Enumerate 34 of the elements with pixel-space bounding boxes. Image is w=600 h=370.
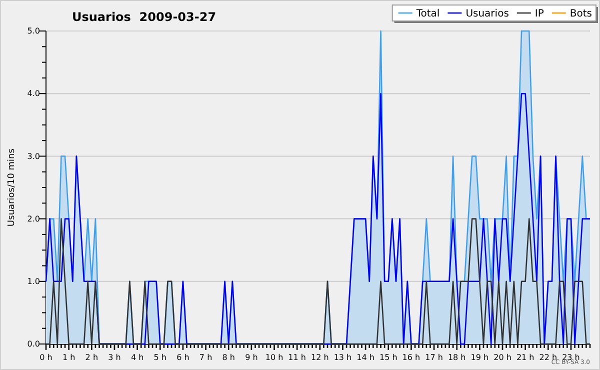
y-axis-title: Usuarios/10 mins (7, 148, 17, 226)
y-tick-label: 5.0 (27, 26, 40, 36)
x-tick-label: 3 h (108, 353, 121, 362)
x-tick-label: 19 h (470, 353, 489, 362)
chart-title: Usuarios 2009-03-27 (72, 10, 216, 24)
x-tick-label: 7 h (199, 353, 212, 362)
y-tick-label: 3.0 (27, 152, 40, 161)
x-tick-label: 6 h (176, 353, 190, 362)
x-tick-label: 13 h (334, 353, 352, 362)
x-tick-label: 14 h (356, 353, 374, 362)
y-tick-label: 4.0 (27, 89, 40, 98)
x-tick-label: 0 h (40, 353, 52, 362)
x-tick-label: 21 h (516, 353, 534, 362)
x-tick-label: 15 h (379, 353, 398, 362)
x-tick-label: 11 h (288, 353, 306, 362)
legend-label: Total (415, 8, 440, 20)
x-tick-label: 1 h (62, 353, 76, 362)
y-tick-label: 0.0 (27, 340, 40, 349)
x-tick-label: 8 h (222, 353, 235, 362)
legend-label: IP (534, 8, 544, 20)
x-tick-label: 9 h (245, 353, 258, 362)
legend-label: Usuarios (466, 8, 509, 20)
x-tick-label: 4 h (130, 353, 144, 362)
x-tick-label: 16 h (402, 353, 420, 362)
x-tick-label: 18 h (448, 353, 466, 362)
y-tick-label: 2.0 (27, 214, 40, 224)
legend-label: Bots (570, 8, 592, 20)
x-tick-label: 20 h (494, 353, 512, 362)
x-tick-label: 10 h (265, 353, 284, 362)
y-tick-label: 1.0 (27, 276, 40, 286)
x-tick-label: 17 h (425, 353, 443, 362)
x-tick-label: 5 h (154, 353, 166, 362)
x-tick-label: 2 h (85, 353, 98, 362)
x-tick-label: 12 h (311, 353, 329, 362)
